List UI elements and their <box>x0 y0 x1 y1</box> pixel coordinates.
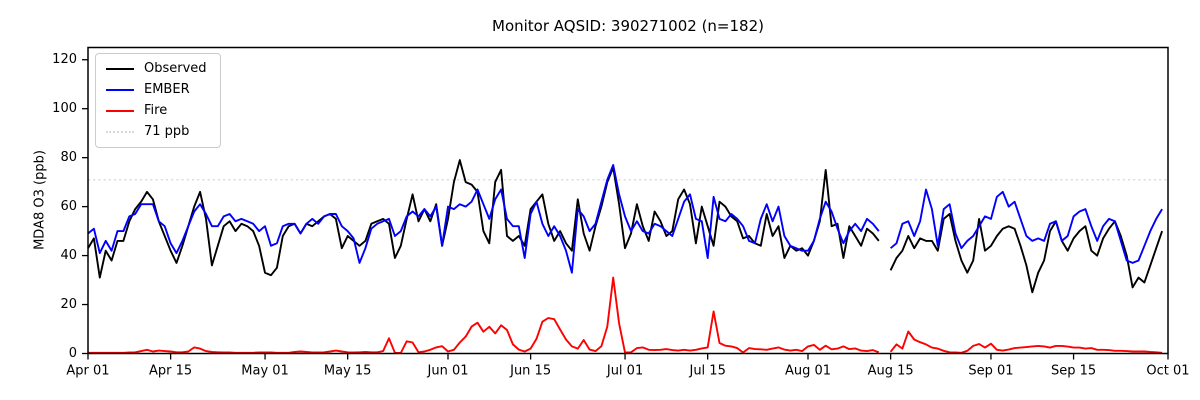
fire-line-swatch <box>106 110 134 112</box>
x-tick-label: Apr 15 <box>149 364 192 379</box>
legend-label-fire: Fire <box>144 103 168 118</box>
x-tick-label: Oct 01 <box>1146 364 1189 379</box>
legend-item-fire: Fire <box>106 103 207 119</box>
y-tick-label: 120 <box>52 52 77 67</box>
x-tick-label: Aug 15 <box>868 364 914 379</box>
threshold-line-swatch <box>106 131 134 133</box>
y-tick-label: 60 <box>60 199 77 214</box>
legend-label-threshold: 71 ppb <box>144 124 190 139</box>
series-line-fire <box>88 276 1163 354</box>
y-tick-label: 0 <box>69 346 77 361</box>
legend-item-observed: Observed <box>106 61 207 77</box>
chart-title: Monitor AQSID: 390271002 (n=182) <box>492 17 764 35</box>
legend: Observed EMBER Fire 71 ppb <box>95 53 221 148</box>
x-tick-label: Jul 01 <box>606 364 643 379</box>
x-tick-label: Sep 01 <box>968 364 1013 379</box>
y-tick-label: 80 <box>60 150 77 165</box>
observed-line-swatch <box>106 68 134 70</box>
x-tick-label: Sep 15 <box>1051 364 1096 379</box>
x-tick-label: Jul 15 <box>688 364 725 379</box>
x-tick-label: Apr 01 <box>66 364 109 379</box>
x-tick-label: Jun 15 <box>509 364 551 379</box>
legend-item-threshold: 71 ppb <box>106 124 207 140</box>
x-tick-label: May 15 <box>324 364 372 379</box>
x-tick-label: Jun 01 <box>427 364 469 379</box>
y-tick-label: 20 <box>60 297 77 312</box>
y-tick-label: 40 <box>60 248 77 263</box>
ember-line-swatch <box>106 89 134 91</box>
y-tick-label: 100 <box>52 101 77 116</box>
legend-label-observed: Observed <box>144 61 207 76</box>
axes-frame <box>87 46 1169 355</box>
series-line-ember <box>87 164 1163 274</box>
legend-item-ember: EMBER <box>106 82 207 98</box>
x-tick-label: May 01 <box>241 364 289 379</box>
x-tick-label: Aug 01 <box>785 364 831 379</box>
legend-label-ember: EMBER <box>144 82 190 97</box>
